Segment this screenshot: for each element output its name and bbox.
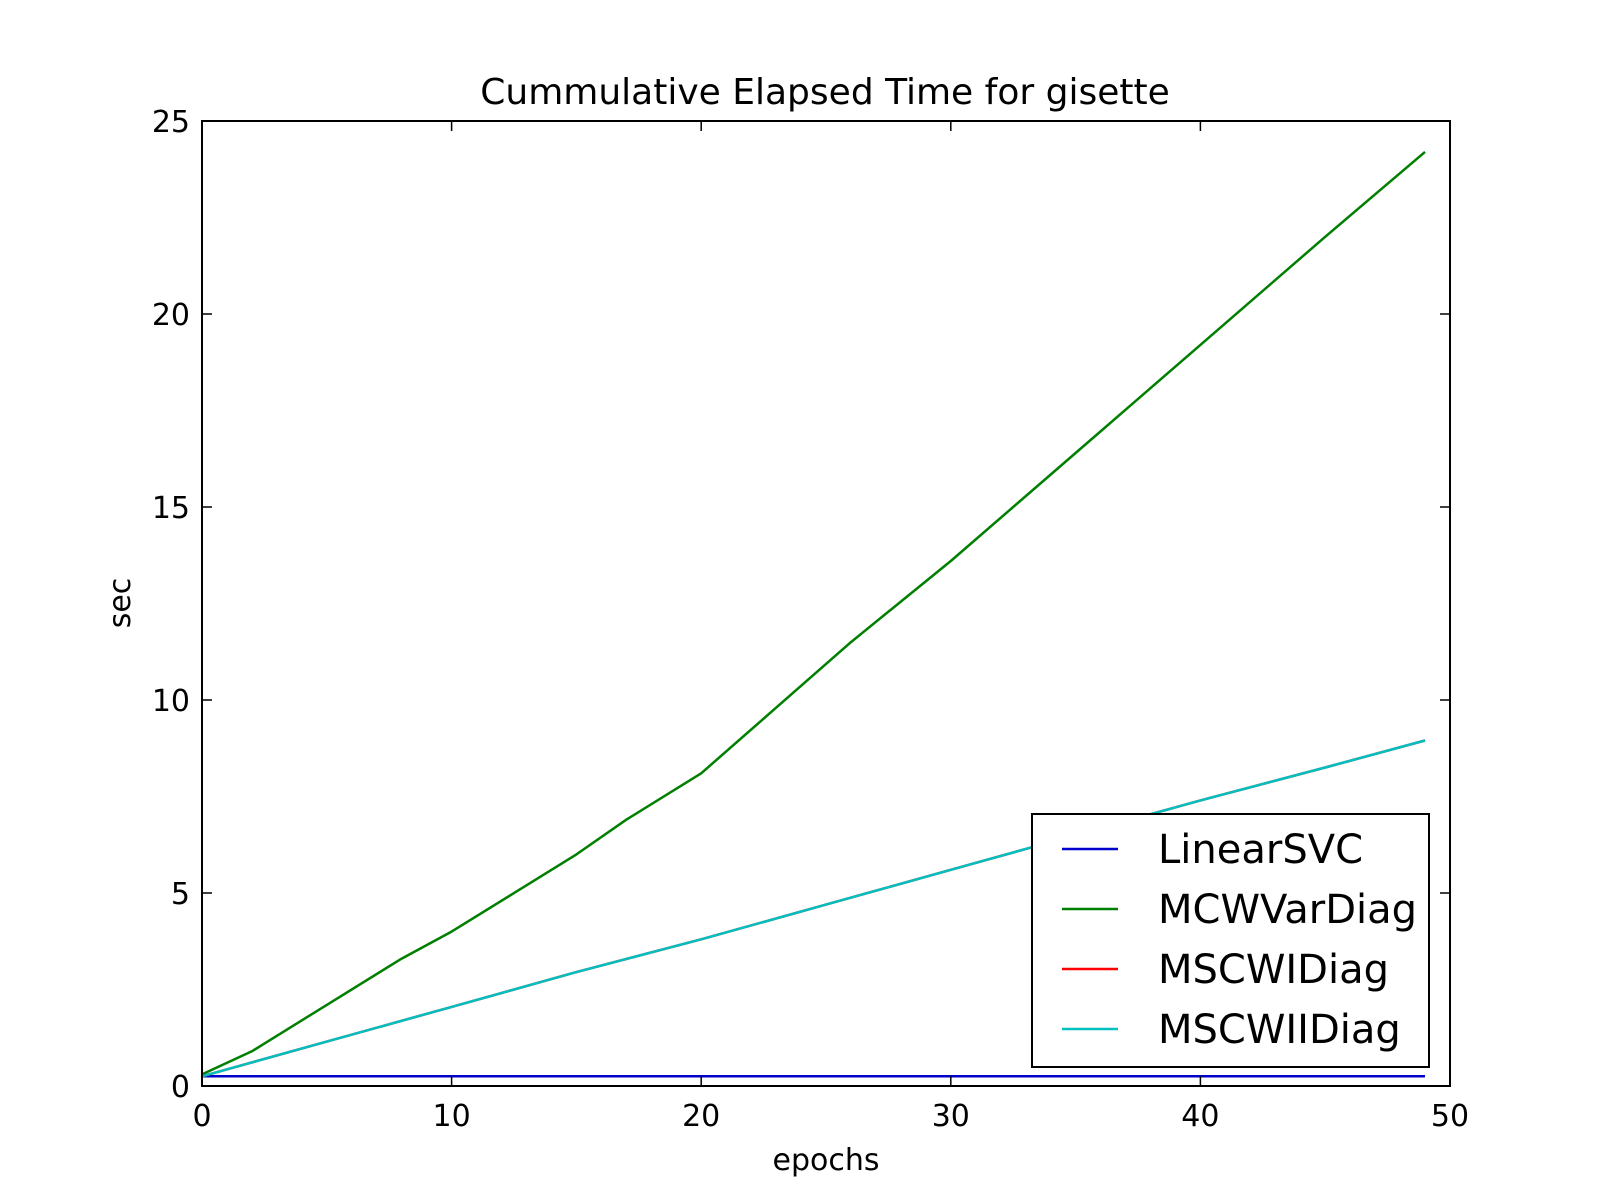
x-tick-label: 20 (682, 1099, 720, 1134)
x-tick-label: 10 (433, 1099, 471, 1134)
legend-label-mscwiidiag: MSCWIIDiag (1158, 1007, 1401, 1053)
legend-label-mscwidiag: MSCWIDiag (1158, 947, 1389, 993)
y-tick-label: 20 (152, 298, 190, 333)
x-tick-label: 30 (932, 1099, 970, 1134)
y-tick-label: 15 (152, 491, 190, 526)
legend-frame (1031, 813, 1430, 1068)
plot-area-frame (201, 120, 1451, 1087)
x-tick-label: 50 (1431, 1099, 1469, 1134)
x-tick-label: 0 (192, 1099, 211, 1134)
legend-label-linearsvc: LinearSVC (1158, 827, 1363, 873)
series-layer (201, 150, 1426, 1078)
series-line-mcwvardiag (201, 150, 1426, 1076)
series-line-mscwiidiag (201, 739, 1426, 1078)
chart-title: Cummulative Elapsed Time for gisette (480, 72, 1169, 113)
legend-entries: LinearSVC MCWVarDiag MSCWIDiag MSCWIIDiag (1062, 827, 1417, 1053)
y-tick-label: 5 (171, 877, 190, 912)
x-tick-label: 40 (1181, 1099, 1219, 1134)
y-axis-label: sec (103, 578, 138, 629)
legend-label-mcwvardiag: MCWVarDiag (1158, 887, 1417, 933)
y-tick-label: 0 (171, 1070, 190, 1105)
legend: LinearSVC MCWVarDiag MSCWIDiag MSCWIIDiag (1031, 813, 1430, 1068)
y-tick-label: 10 (152, 684, 190, 719)
ticks-layer: 0 10 20 30 40 50 0 5 10 15 20 25 (152, 105, 1469, 1134)
x-axis-label: epochs (773, 1143, 880, 1178)
y-tick-label: 25 (152, 105, 190, 140)
